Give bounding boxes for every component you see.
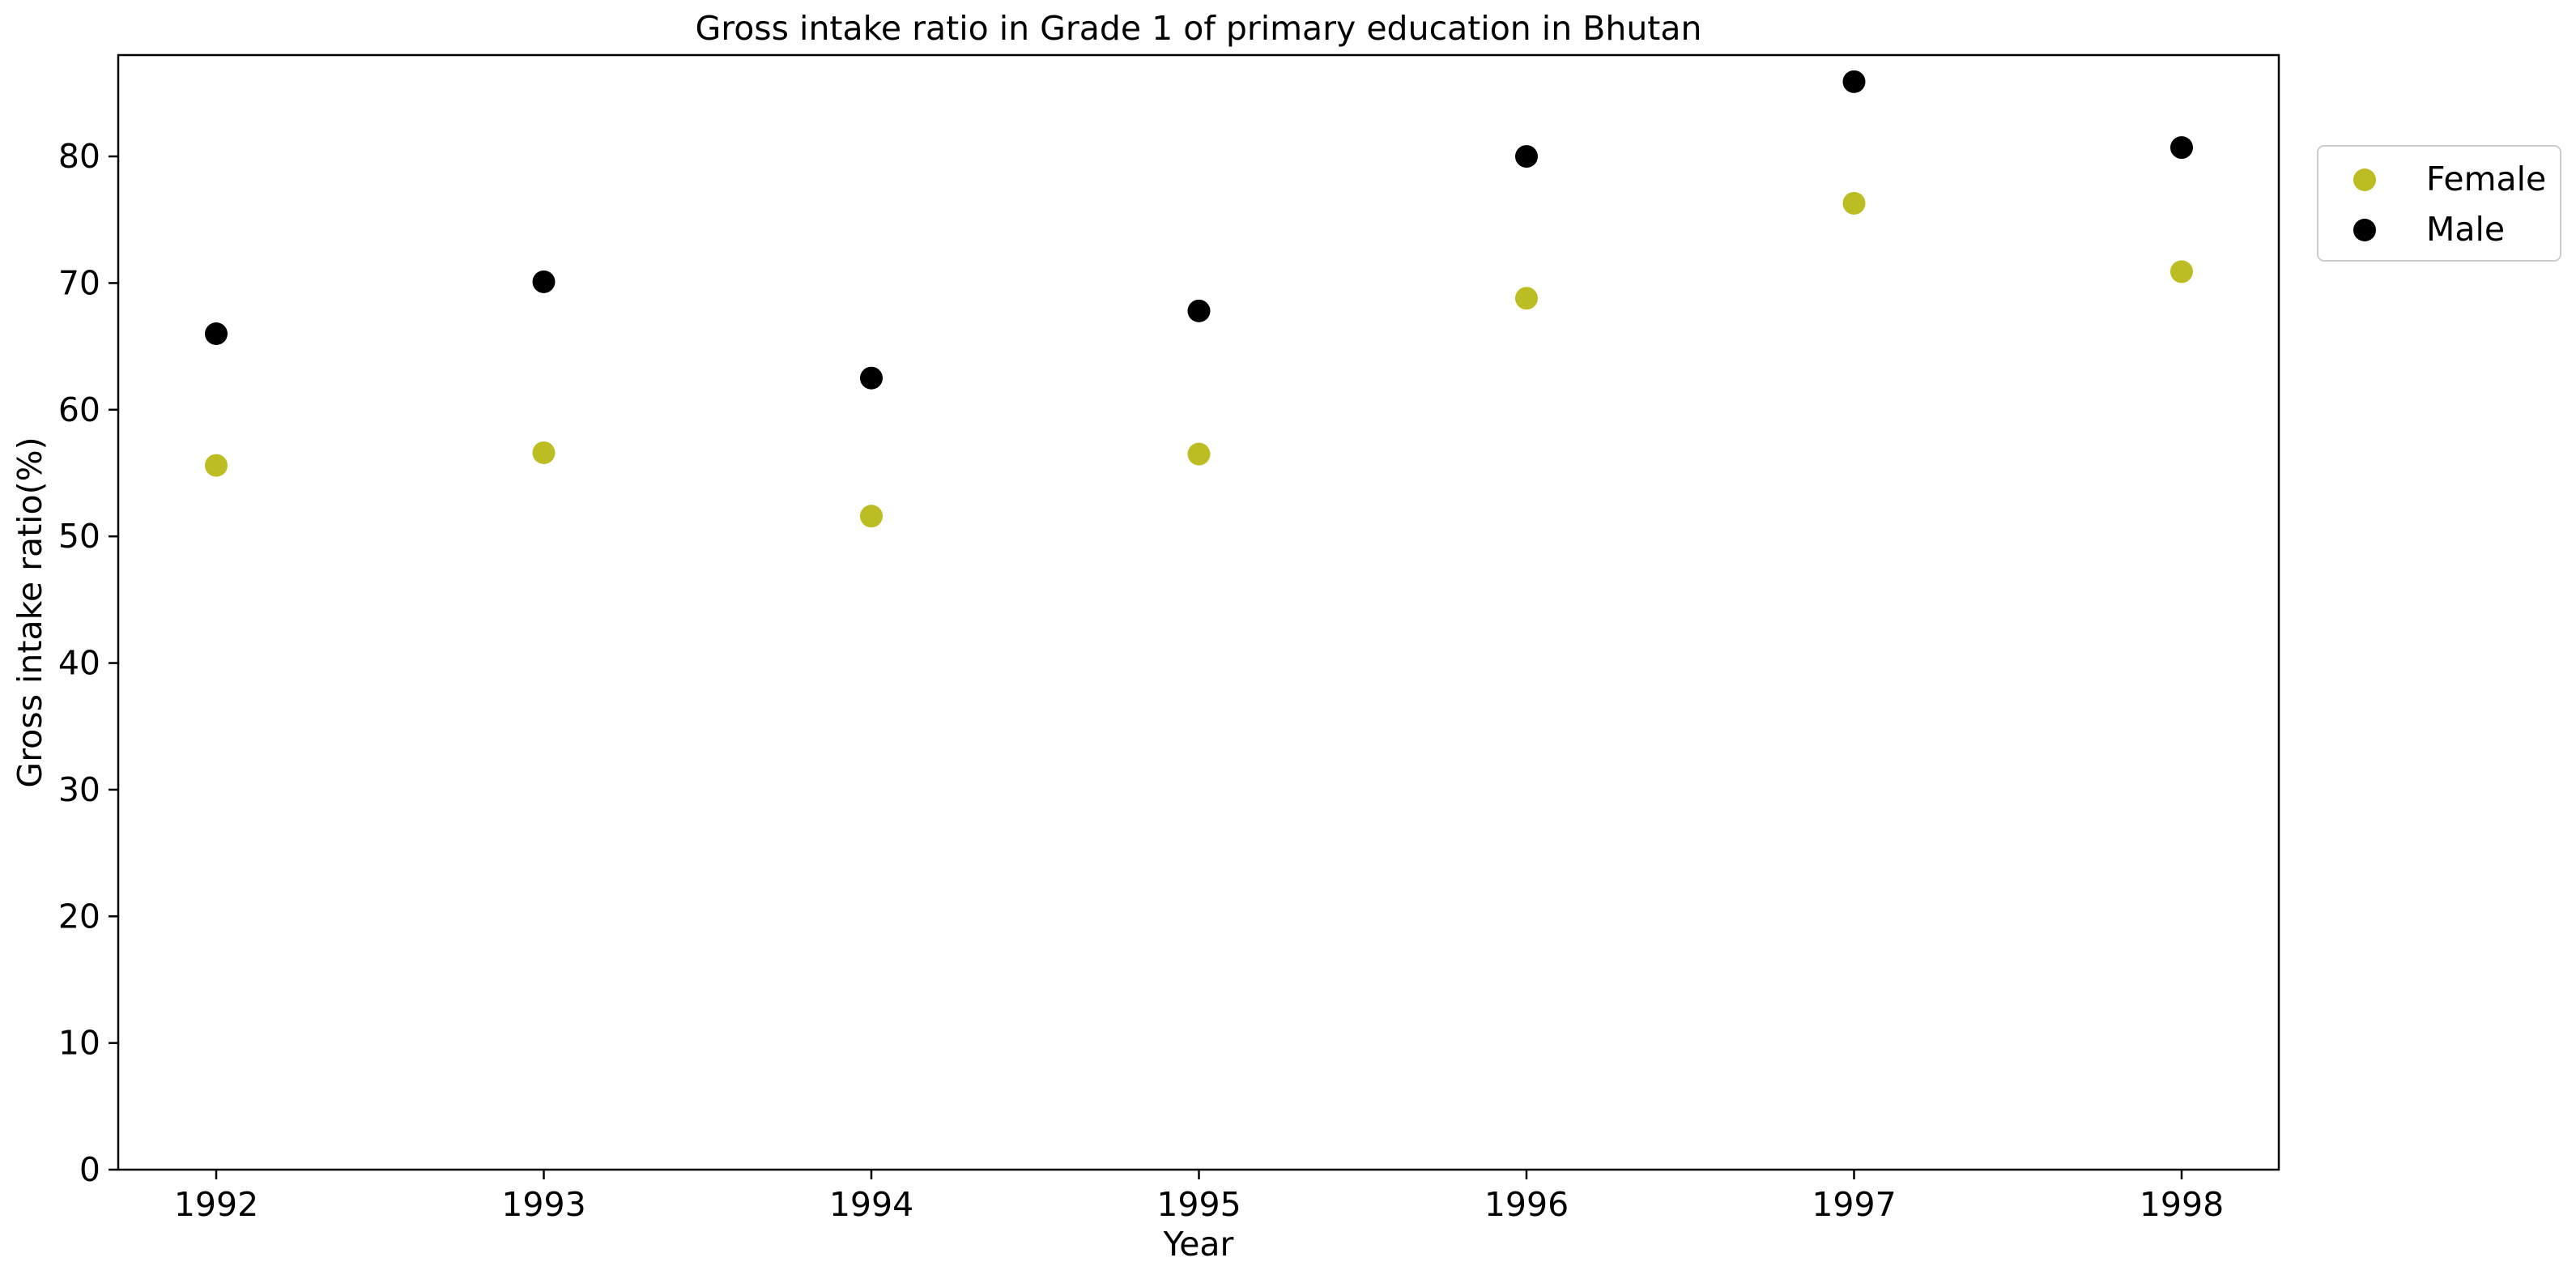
y-tick-label: 50 (58, 517, 100, 556)
y-tick-label: 10 (58, 1024, 100, 1063)
x-tick-label: 1993 (501, 1185, 585, 1224)
point-male (532, 270, 556, 293)
x-tick-label: 1994 (829, 1185, 913, 1224)
point-male (2170, 136, 2193, 160)
x-tick-label: 1998 (2140, 1185, 2224, 1224)
point-female (1187, 442, 1211, 466)
chart-title: Gross intake ratio in Grade 1 of primary… (695, 9, 1701, 48)
x-tick-label: 1997 (1812, 1185, 1896, 1224)
point-female (860, 505, 883, 528)
point-female (2170, 260, 2193, 284)
point-male (860, 366, 883, 390)
x-axis: 1992 1993 1994 1995 1996 1997 1998 (174, 1170, 2224, 1224)
data-points (205, 70, 2193, 528)
y-tick-label: 60 (58, 390, 100, 429)
point-female (1842, 191, 1866, 215)
y-axis-label: Gross intake ratio(%) (11, 437, 49, 787)
y-tick-label: 20 (58, 897, 100, 936)
legend: Female Male (2317, 145, 2561, 262)
point-female (532, 441, 556, 464)
legend-label-female: Female (2426, 160, 2546, 198)
y-tick-label: 40 (58, 644, 100, 683)
y-tick-label: 80 (58, 137, 100, 176)
y-tick-label: 30 (58, 770, 100, 809)
x-tick-label: 1992 (174, 1185, 258, 1224)
legend-label-male: Male (2426, 210, 2505, 249)
legend-marker-female (2353, 168, 2376, 191)
y-tick-label: 0 (79, 1150, 100, 1189)
point-female (205, 454, 228, 477)
point-female (1515, 287, 1538, 310)
x-tick-label: 1995 (1156, 1185, 1241, 1224)
point-male (1515, 145, 1538, 168)
y-tick-label: 70 (58, 263, 100, 302)
legend-frame (2317, 145, 2561, 262)
x-axis-label: Year (1163, 1225, 1234, 1264)
legend-marker-male (2353, 219, 2376, 241)
x-tick-label: 1996 (1484, 1185, 1569, 1224)
point-male (1842, 70, 1866, 93)
point-male (205, 322, 228, 345)
point-male (1187, 299, 1211, 322)
y-axis: 0 10 20 30 40 50 60 70 80 (58, 137, 118, 1189)
